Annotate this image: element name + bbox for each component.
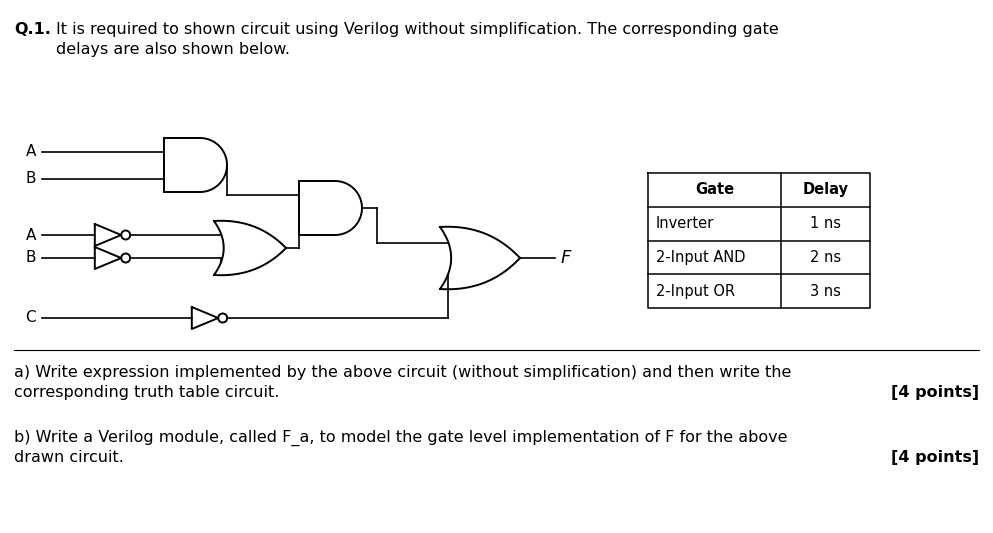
Text: B: B	[26, 251, 36, 265]
Text: delays are also shown below.: delays are also shown below.	[56, 42, 290, 57]
Text: A: A	[26, 144, 36, 159]
Text: [4 points]: [4 points]	[891, 385, 979, 400]
Text: [4 points]: [4 points]	[891, 450, 979, 465]
Text: a) Write expression implemented by the above circuit (without simplification) an: a) Write expression implemented by the a…	[14, 365, 791, 380]
Text: A: A	[26, 228, 36, 243]
Text: 3 ns: 3 ns	[810, 284, 841, 298]
Text: Delay: Delay	[802, 182, 849, 197]
Text: corresponding truth table circuit.: corresponding truth table circuit.	[14, 385, 279, 400]
Text: drawn circuit.: drawn circuit.	[14, 450, 124, 465]
Text: 1 ns: 1 ns	[810, 216, 841, 231]
Text: 2-Input OR: 2-Input OR	[656, 284, 735, 298]
Text: C: C	[26, 311, 36, 326]
Text: 2 ns: 2 ns	[810, 250, 841, 265]
Text: 2-Input AND: 2-Input AND	[656, 250, 746, 265]
Text: F: F	[561, 249, 571, 267]
Text: Inverter: Inverter	[656, 216, 714, 231]
Text: Gate: Gate	[695, 182, 734, 197]
Text: B: B	[26, 171, 36, 186]
Text: It is required to shown circuit using Verilog without simplification. The corres: It is required to shown circuit using Ve…	[56, 22, 779, 37]
Text: Q.1.: Q.1.	[14, 22, 51, 37]
Text: b) Write a Verilog module, called F_a, to model the gate level implementation of: b) Write a Verilog module, called F_a, t…	[14, 430, 787, 446]
